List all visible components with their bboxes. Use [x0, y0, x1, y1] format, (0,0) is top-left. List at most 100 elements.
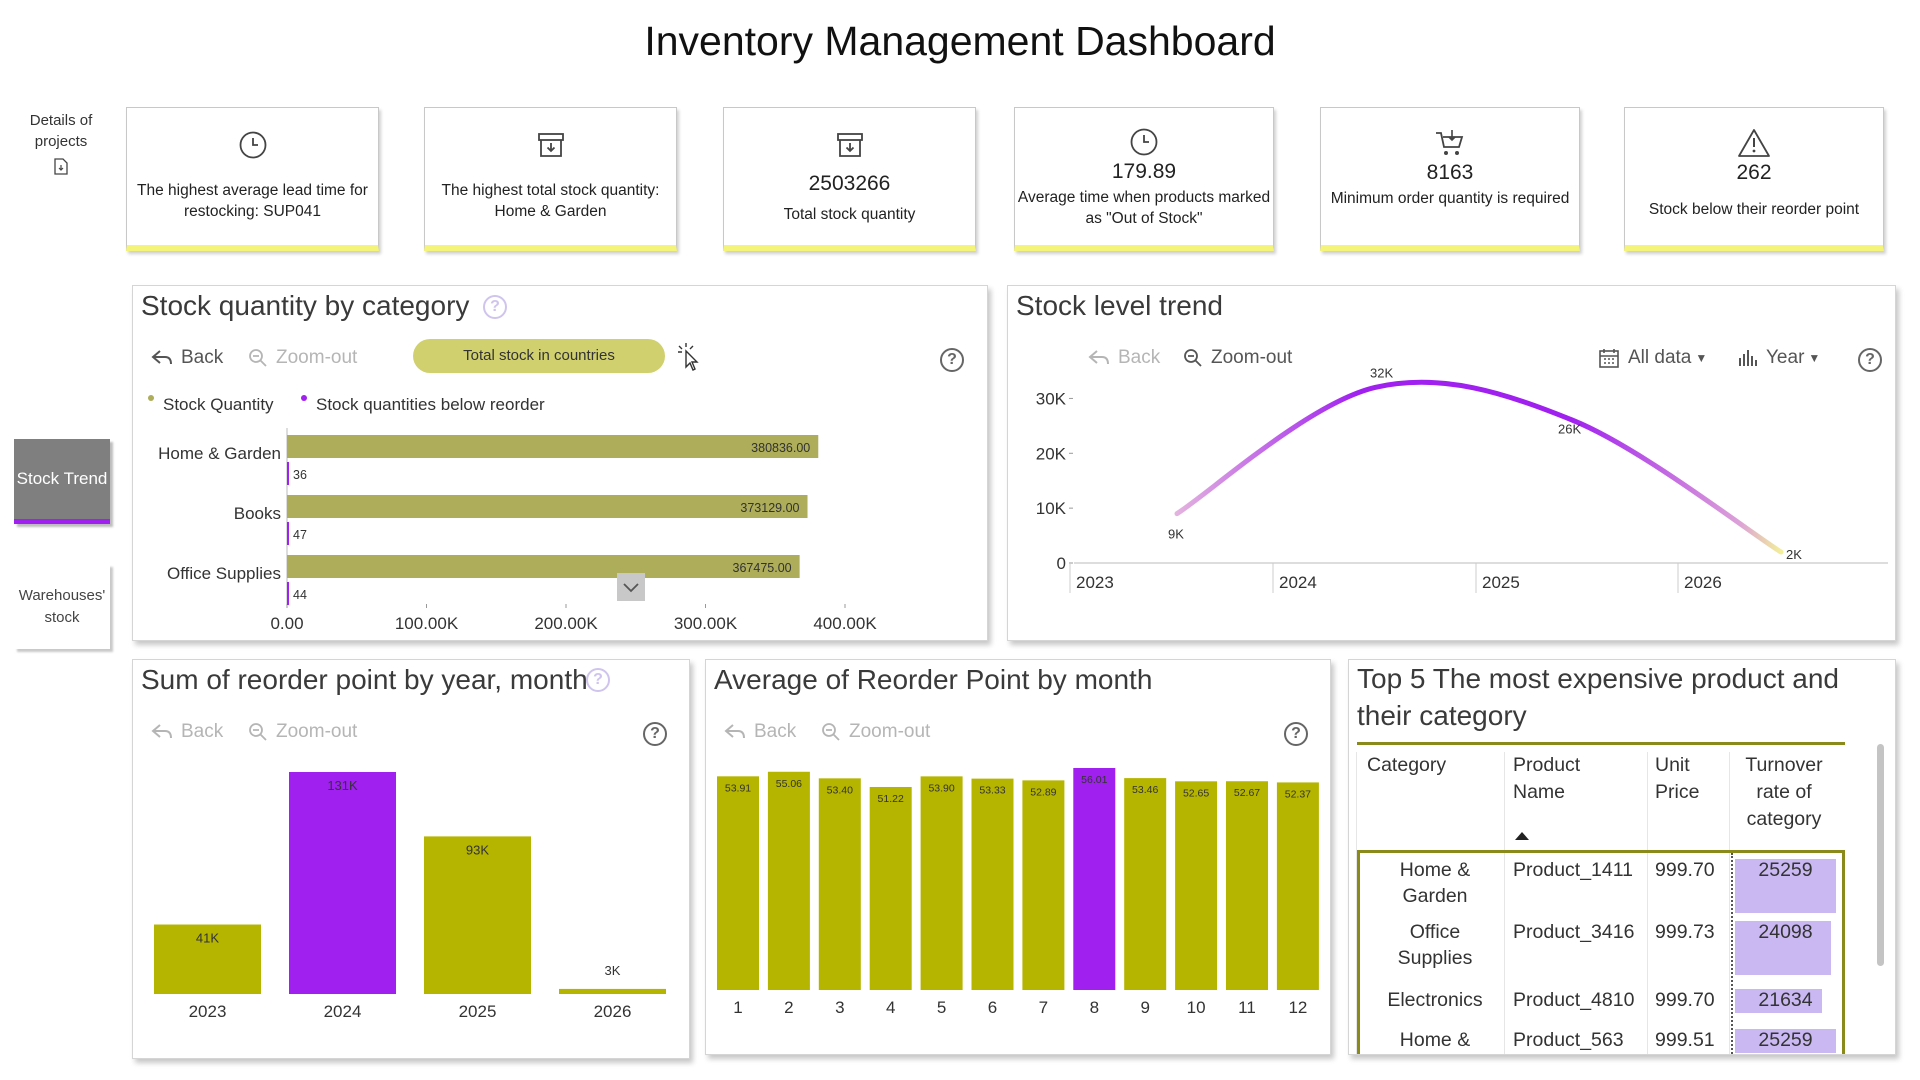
- below-reorder-bar: [287, 462, 289, 485]
- help-icon[interactable]: ?: [1858, 348, 1882, 372]
- x-tick-label: 7: [1039, 998, 1048, 1017]
- zoom-out-icon: [249, 723, 267, 741]
- x-tick-label: 2024: [324, 1002, 362, 1021]
- x-tick-label: 2023: [189, 1002, 227, 1021]
- back-button[interactable]: Back: [151, 347, 223, 369]
- back-arrow-icon: [724, 724, 745, 739]
- clock-icon: [239, 131, 266, 159]
- data-label: 52.89: [1030, 786, 1056, 798]
- col-header-product-name[interactable]: Product Name: [1513, 754, 1581, 803]
- month-column: [1124, 778, 1167, 990]
- cart-icon: [1436, 130, 1464, 155]
- total-stock-countries-button[interactable]: Total stock in countries: [413, 339, 665, 373]
- back-button[interactable]: Back: [1088, 347, 1160, 369]
- data-label: 131K: [327, 778, 358, 793]
- turnover-data-bar: [1735, 859, 1836, 913]
- kpi-card-top-category: The highest total stock quantity: Home &…: [424, 107, 677, 251]
- product-cell: Product_3416: [1513, 921, 1635, 943]
- zoom-out-button[interactable]: Zoom-out: [821, 721, 930, 743]
- panel-title: Average of Reorder Point by month: [714, 664, 1153, 695]
- kpi-text: The highest total stock quantity: Home &…: [441, 182, 660, 220]
- zoom-out-button[interactable]: Zoom-out: [248, 347, 357, 369]
- kpi-value: 179.89: [1111, 160, 1177, 183]
- kpi-value: 262: [1736, 161, 1772, 184]
- clock-icon: [1130, 128, 1158, 156]
- data-label: 53.40: [827, 784, 853, 796]
- zoom-out-icon: [249, 349, 267, 367]
- panel-title: Stock level trend: [1016, 290, 1223, 321]
- zoom-out-button[interactable]: Zoom-out: [1183, 347, 1292, 369]
- stock-level-trend-chart: 0 10K 20K 30K 2023 2024 2025 2026 9K 32K 26K 2K: [1036, 365, 1888, 593]
- back-arrow-icon: [151, 350, 172, 365]
- data-label: 51.22: [878, 793, 904, 805]
- month-column: [971, 778, 1014, 990]
- panel-title: Top 5 The most expensive product and the…: [1357, 663, 1840, 731]
- legend-marker: [148, 395, 154, 401]
- kpi-text: Stock below their reorder point: [1648, 201, 1860, 218]
- back-button[interactable]: Back: [724, 721, 796, 743]
- all-data-dropdown[interactable]: All data ▼: [1598, 347, 1707, 369]
- x-tick-label: 100.00K: [395, 614, 459, 633]
- data-label: 2K: [1786, 547, 1802, 562]
- details-of-projects-link[interactable]: Details of projects: [20, 110, 102, 175]
- kpi-card-total-stock: 2503266 Total stock quantity: [723, 107, 976, 251]
- kpi-card-min-order: 8163 Minimum order quantity is required: [1320, 107, 1580, 251]
- month-column: [869, 786, 912, 990]
- help-icon[interactable]: ?: [643, 722, 667, 746]
- series-line: [1174, 379, 1784, 555]
- stock-trend-button[interactable]: Stock Trend: [14, 439, 110, 524]
- table-body-frame: [1357, 850, 1845, 1054]
- data-label: 52.65: [1183, 787, 1209, 799]
- month-column: [1175, 781, 1218, 990]
- x-tick-label: 2025: [1482, 573, 1520, 592]
- warehouses-stock-button[interactable]: Warehouses' stock: [14, 564, 110, 649]
- data-label: 56.01: [1081, 774, 1107, 786]
- zoom-out-button[interactable]: Zoom-out: [248, 721, 357, 743]
- help-icon[interactable]: ?: [1284, 722, 1308, 746]
- back-label: Back: [181, 721, 224, 742]
- y-tick-label: 0: [1057, 554, 1066, 573]
- x-tick-label: 2026: [1684, 573, 1722, 592]
- kpi-text: Average time when products marked as "Ou…: [1017, 189, 1271, 227]
- back-label: Back: [754, 721, 797, 742]
- help-icon[interactable]: ?: [586, 668, 610, 692]
- stock-by-category-panel: Stock quantity by category ? Back Zoom-o…: [132, 285, 988, 641]
- kpi-card-out-of-stock-time: 179.89 Average time when products marked…: [1014, 107, 1274, 251]
- back-button[interactable]: Back: [151, 721, 223, 743]
- x-tick-label: 11: [1238, 998, 1256, 1017]
- help-icon[interactable]: ?: [483, 295, 507, 319]
- turnover-cell: 25259: [1758, 859, 1813, 881]
- data-label: 32K: [1370, 365, 1393, 380]
- col-header-category[interactable]: Category: [1367, 754, 1447, 776]
- x-tick-label: 2025: [459, 1002, 497, 1021]
- x-tick-label: 10: [1187, 998, 1206, 1017]
- month-column: [717, 776, 759, 990]
- turnover-cell: 21634: [1758, 989, 1813, 1011]
- help-icon[interactable]: ?: [940, 348, 964, 372]
- reorder-by-month-panel: Average of Reorder Point by month Back Z…: [705, 659, 1331, 1055]
- kpi-text: Total stock quantity: [783, 206, 916, 223]
- data-label: 53.46: [1132, 784, 1158, 796]
- bar-data-label: 373129.00: [740, 501, 799, 515]
- col-header-unit-price[interactable]: Unit Price: [1655, 754, 1700, 803]
- x-tick-label: 2026: [594, 1002, 632, 1021]
- category-cell: Electronics: [1387, 989, 1483, 1011]
- warning-icon: [1738, 129, 1770, 157]
- back-arrow-icon: [151, 724, 172, 739]
- kpi-card-lead-time: The highest average lead time for restoc…: [126, 107, 379, 251]
- turnover-cell: 25259: [1758, 1029, 1813, 1051]
- kpi-text: Minimum order quantity is required: [1330, 190, 1570, 207]
- all-data-label: All data: [1628, 347, 1692, 368]
- year-column: [424, 836, 531, 994]
- year-label: Year: [1766, 347, 1805, 368]
- table-scrollbar[interactable]: [1877, 744, 1884, 966]
- kpi-card-below-reorder: 262 Stock below their reorder point: [1624, 107, 1884, 251]
- back-label: Back: [181, 347, 224, 368]
- data-label: 53.91: [725, 782, 751, 794]
- document-icon: [54, 158, 68, 175]
- y-tick-label: 30K: [1036, 389, 1067, 408]
- year-dropdown[interactable]: Year ▼: [1738, 347, 1820, 369]
- col-header-turnover[interactable]: Turnover rate of category: [1745, 754, 1823, 830]
- category-label: Home & Garden: [158, 444, 281, 463]
- kpi-value: 8163: [1426, 161, 1474, 184]
